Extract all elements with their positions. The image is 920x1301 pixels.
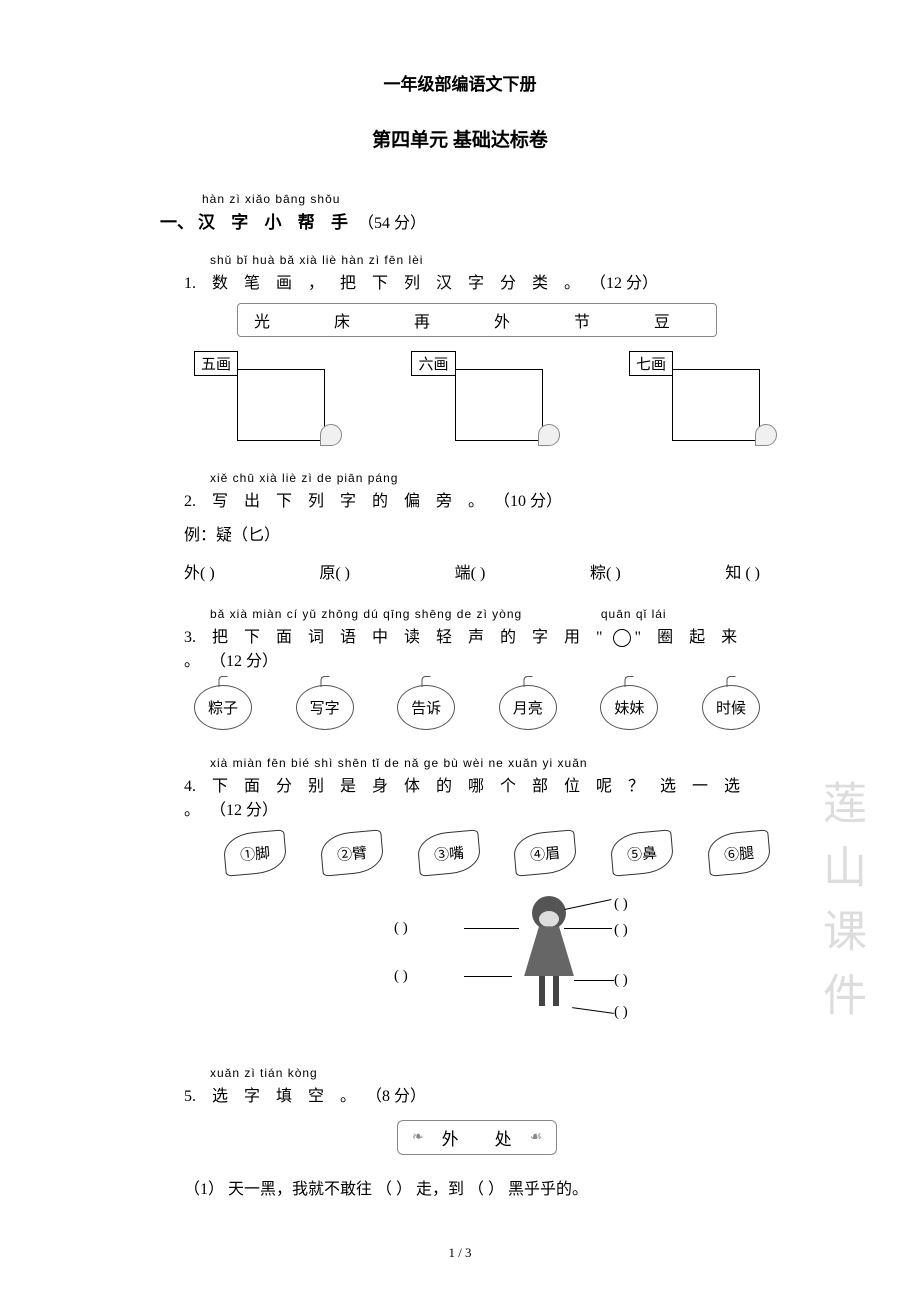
q2-example: 例：疑（匕） (184, 521, 770, 545)
leaf-deco-left-icon: ❧ (412, 1129, 424, 1146)
q3-word-0[interactable]: 粽子 (194, 685, 252, 730)
q4-num: 4. (184, 778, 208, 796)
q3-points: （12 分） (210, 653, 278, 670)
q1-text: 数 笔 画 ， 把 下 列 汉 字 分 类 。 (212, 275, 586, 292)
stroke-label-6: 六画 (411, 351, 455, 376)
q4-opt-4[interactable]: ⑤鼻 (609, 830, 674, 877)
q3-num: 3. (184, 629, 208, 647)
q4-opt-3[interactable]: ④眉 (513, 830, 578, 877)
q2-num: 2. (184, 493, 208, 511)
q4-opt-5[interactable]: ⑥腿 (706, 830, 771, 877)
q5-sentence[interactable]: （1） 天一黑，我就不敢往 （ ） 走，到 （ ） 黑乎乎的。 (184, 1175, 770, 1199)
section-1-points: （54 分） (358, 215, 426, 232)
q3-word-4[interactable]: 妹妹 (600, 685, 658, 730)
q3-word-1[interactable]: 写字 (296, 685, 354, 730)
section-1-pinyin: hàn zì xiǎo bāng shǒu (202, 192, 770, 206)
q5-choices: ❧ 外 处 ☙ (184, 1120, 770, 1155)
q3-text-a: 把 下 面 词 语 中 读 轻 声 的 字 用 " (212, 629, 609, 646)
question-5: xuǎn zì tián kòng 5. 选 字 填 空 。 （8 分） ❧ 外… (184, 1066, 770, 1199)
q3-words: 粽子 写字 告诉 月亮 妹妹 时候 (194, 685, 760, 730)
q5-choice-1: 处 (495, 1125, 512, 1150)
q1-pinyin: shǔ bǐ huà bǎ xià liè hàn zì fēn lèi (210, 253, 770, 267)
watermark: 莲山课件 (808, 780, 872, 1036)
q4-pinyin: xià miàn fēn bié shì shēn tǐ de nǎ ge bù… (210, 756, 770, 770)
snail-icon (320, 424, 342, 446)
q2-item-2[interactable]: 端( ) (455, 559, 486, 583)
stroke-group-6: 六画 (411, 351, 542, 441)
doc-header: 一年级部编语文下册 (150, 70, 770, 95)
q2-points: （10 分） (494, 493, 562, 510)
stroke-box-7[interactable] (672, 369, 760, 441)
question-4: xià miàn fēn bié shì shēn tǐ de nǎ ge bù… (184, 756, 770, 1042)
q4-slot-r1[interactable]: ( ) (614, 896, 628, 913)
girl-figure (514, 896, 584, 1016)
q3-word-3[interactable]: 月亮 (499, 685, 557, 730)
q4-points: （12 分） (210, 802, 278, 819)
q4-slot-r4[interactable]: ( ) (614, 1004, 628, 1021)
question-1: shǔ bǐ huà bǎ xià liè hàn zì fēn lèi 1. … (184, 253, 770, 441)
snail-icon (755, 424, 777, 446)
leaf-deco-right-icon: ☙ (530, 1129, 543, 1146)
q2-item-1[interactable]: 原( ) (319, 559, 350, 583)
stroke-group-7: 七画 (629, 351, 760, 441)
question-2: xiě chū xià liè zì de piān páng 2. 写 出 下… (184, 471, 770, 583)
q4-diagram: ( ) ( ) ( ) ( ) ( ) ( ) (284, 892, 770, 1042)
q5-text: 选 字 填 空 。 (212, 1088, 362, 1105)
q5-num: 5. (184, 1088, 208, 1106)
q5-pinyin: xuǎn zì tián kòng (210, 1066, 770, 1080)
section-1: hàn zì xiǎo bāng shǒu 一、 汉 字 小 帮 手 （54 分… (160, 192, 770, 233)
q3-word-5[interactable]: 时候 (702, 685, 760, 730)
q4-opt-0[interactable]: ①脚 (222, 830, 287, 877)
section-1-title: 汉 字 小 帮 手 (198, 213, 354, 232)
q1-stroke-groups: 五画 六画 七画 (184, 351, 770, 441)
q2-pinyin: xiě chū xià liè zì de piān páng (210, 471, 770, 485)
q4-slot-l1[interactable]: ( ) (394, 920, 408, 937)
q4-slot-l2[interactable]: ( ) (394, 968, 408, 985)
q1-num: 1. (184, 275, 208, 293)
q5-choice-0: 外 (442, 1125, 459, 1150)
q4-options: ①脚 ②臂 ③嘴 ④眉 ⑤鼻 ⑥腿 (224, 832, 770, 874)
q1-chars-box: 光 床 再 外 节 豆 (237, 303, 717, 337)
q4-slot-r3[interactable]: ( ) (614, 972, 628, 989)
q4-opt-1[interactable]: ②臂 (319, 830, 384, 877)
q2-item-0[interactable]: 外( ) (184, 559, 215, 583)
unit-title: 第四单元 基础达标卷 (150, 125, 770, 152)
stroke-box-5[interactable] (237, 369, 325, 441)
section-1-number: 一、 (160, 213, 194, 232)
question-3: bǎ xià miàn cí yǔ zhōng dú qīng shēng de… (184, 607, 770, 730)
q2-item-3[interactable]: 粽( ) (590, 559, 621, 583)
stroke-group-5: 五画 (194, 351, 325, 441)
q2-item-4[interactable]: 知 ( ) (725, 559, 760, 583)
stroke-label-7: 七画 (629, 351, 673, 376)
q1-points: （12 分） (590, 275, 658, 292)
q4-slot-r2[interactable]: ( ) (614, 922, 628, 939)
q2-items: 外( ) 原( ) 端( ) 粽( ) 知 ( ) (184, 559, 770, 583)
page-number: 1 / 3 (0, 1245, 920, 1261)
snail-icon (538, 424, 560, 446)
q5-points: （8 分） (366, 1088, 426, 1105)
stroke-label-5: 五画 (194, 351, 238, 376)
circle-icon (613, 629, 631, 647)
stroke-box-6[interactable] (455, 369, 543, 441)
q4-opt-2[interactable]: ③嘴 (416, 830, 481, 877)
q3-word-2[interactable]: 告诉 (397, 685, 455, 730)
q3-pinyin: bǎ xià miàn cí yǔ zhōng dú qīng shēng de… (210, 607, 770, 621)
q2-text: 写 出 下 列 字 的 偏 旁 。 (212, 493, 490, 510)
